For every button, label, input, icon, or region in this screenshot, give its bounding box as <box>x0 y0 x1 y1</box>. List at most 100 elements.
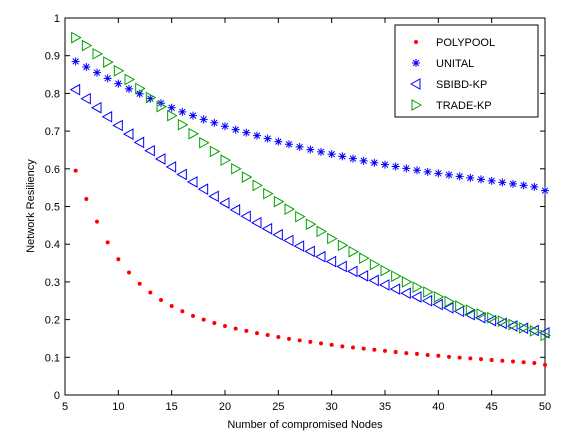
data-point-polypool <box>116 257 121 262</box>
data-point-trade-kp <box>433 291 445 303</box>
data-point-polypool <box>137 281 142 286</box>
data-point-sbibd-kp <box>282 234 294 247</box>
data-point-polypool <box>457 355 462 360</box>
data-point-unital <box>466 173 475 182</box>
x-tick-label: 20 <box>219 401 231 413</box>
data-point-trade-kp <box>369 258 381 271</box>
data-point-unital <box>423 167 432 176</box>
y-tick-label: 0.8 <box>45 88 60 100</box>
series-polypool <box>73 168 547 367</box>
series-trade-kp <box>71 31 552 342</box>
legend-entry-trade-kp: TRADE-KP <box>411 99 492 112</box>
data-point-polypool <box>425 353 430 358</box>
data-point-unital <box>509 179 517 188</box>
data-point-unital <box>359 156 368 165</box>
legend-marker-sbibd-kp <box>409 78 421 90</box>
data-point-polypool <box>511 359 515 364</box>
data-point-unital <box>157 99 165 108</box>
data-point-trade-kp <box>145 91 157 104</box>
data-point-unital <box>402 164 411 173</box>
legend-entry-unital: UNITAL <box>412 58 474 70</box>
data-point-trade-kp <box>497 315 509 327</box>
data-point-unital <box>135 89 144 98</box>
data-point-unital <box>317 147 325 156</box>
legend-symbol-unital <box>412 59 420 67</box>
data-point-polypool <box>223 324 227 329</box>
x-tick-label: 5 <box>62 401 68 413</box>
data-point-trade-kp <box>220 154 232 166</box>
data-point-polypool <box>383 348 387 353</box>
data-point-polypool <box>532 360 537 365</box>
x-tick-label: 45 <box>486 401 498 413</box>
data-point-unital <box>327 150 336 159</box>
legend-symbol-trade-kp <box>411 99 423 111</box>
data-point-trade-kp <box>135 82 146 95</box>
data-point-unital <box>189 111 197 120</box>
data-point-sbibd-kp <box>304 245 315 258</box>
data-point-trade-kp <box>167 109 178 122</box>
data-point-sbibd-kp <box>186 176 198 188</box>
data-point-polypool <box>233 326 238 331</box>
data-point-sbibd-kp <box>69 83 81 96</box>
data-point-polypool <box>95 219 99 224</box>
data-point-unital <box>263 134 272 143</box>
data-point-unital <box>274 137 283 146</box>
data-point-polypool <box>372 347 377 352</box>
data-point-unital <box>487 176 496 185</box>
data-point-sbibd-kp <box>122 128 134 140</box>
data-point-sbibd-kp <box>325 255 337 268</box>
data-point-sbibd-kp <box>250 216 262 229</box>
y-tick-label: 0.5 <box>45 202 60 214</box>
series-unital <box>71 57 549 195</box>
data-point-unital <box>413 166 421 175</box>
data-point-polypool <box>447 354 451 359</box>
data-point-trade-kp <box>188 127 200 140</box>
y-tick-label: 1 <box>54 13 60 25</box>
data-point-polypool <box>468 356 473 361</box>
data-point-polypool <box>191 313 195 318</box>
y-tick-label: 0.3 <box>45 277 60 289</box>
data-point-unital <box>242 128 251 137</box>
legend-box <box>394 24 539 118</box>
legend-entry-polypool: POLYPOOL <box>414 37 495 49</box>
data-point-polypool <box>244 328 249 333</box>
data-point-polypool <box>479 357 483 362</box>
data-point-trade-kp <box>81 39 93 52</box>
data-point-unital <box>114 79 123 88</box>
data-point-trade-kp <box>305 218 317 231</box>
data-point-unital <box>199 115 208 124</box>
data-point-trade-kp <box>209 145 221 158</box>
data-point-unital <box>210 118 219 127</box>
data-point-sbibd-kp <box>218 197 230 209</box>
legend-entry-sbibd-kp: SBIBD-KP <box>409 78 487 91</box>
data-point-polypool <box>543 362 547 367</box>
data-point-polypool <box>329 342 334 347</box>
legend: POLYPOOL UNITAL SBIBD-KP TRADE-KP <box>394 24 539 118</box>
data-point-trade-kp <box>455 300 466 312</box>
data-point-unital <box>231 125 240 134</box>
data-point-trade-kp <box>337 239 349 252</box>
data-point-unital <box>477 175 485 184</box>
data-point-trade-kp <box>273 195 285 208</box>
data-point-sbibd-kp <box>314 250 326 263</box>
data-point-unital <box>295 142 304 151</box>
legend-symbol-polypool <box>414 40 418 44</box>
legend-label-trade-kp: TRADE-KP <box>436 100 492 112</box>
data-point-sbibd-kp <box>229 204 241 216</box>
data-point-sbibd-kp <box>293 240 305 252</box>
data-point-polypool <box>169 304 174 309</box>
y-tick-label: 0 <box>54 390 60 402</box>
data-point-unital <box>434 169 443 178</box>
y-tick-label: 0.9 <box>45 51 60 63</box>
data-point-trade-kp <box>241 171 253 183</box>
data-point-unital <box>349 154 357 163</box>
data-point-unital <box>370 158 379 167</box>
y-axis: 0 0.1 0.2 0.3 0.4 0.5 0.6 0.7 0.8 0.9 1 <box>45 13 545 402</box>
data-point-sbibd-kp <box>101 110 113 123</box>
data-point-unital <box>125 84 133 93</box>
data-point-unital <box>519 181 528 190</box>
data-point-trade-kp <box>529 325 541 337</box>
data-point-trade-kp <box>327 232 338 245</box>
data-point-sbibd-kp <box>80 92 91 105</box>
legend-symbol-sbibd-kp <box>409 78 421 90</box>
